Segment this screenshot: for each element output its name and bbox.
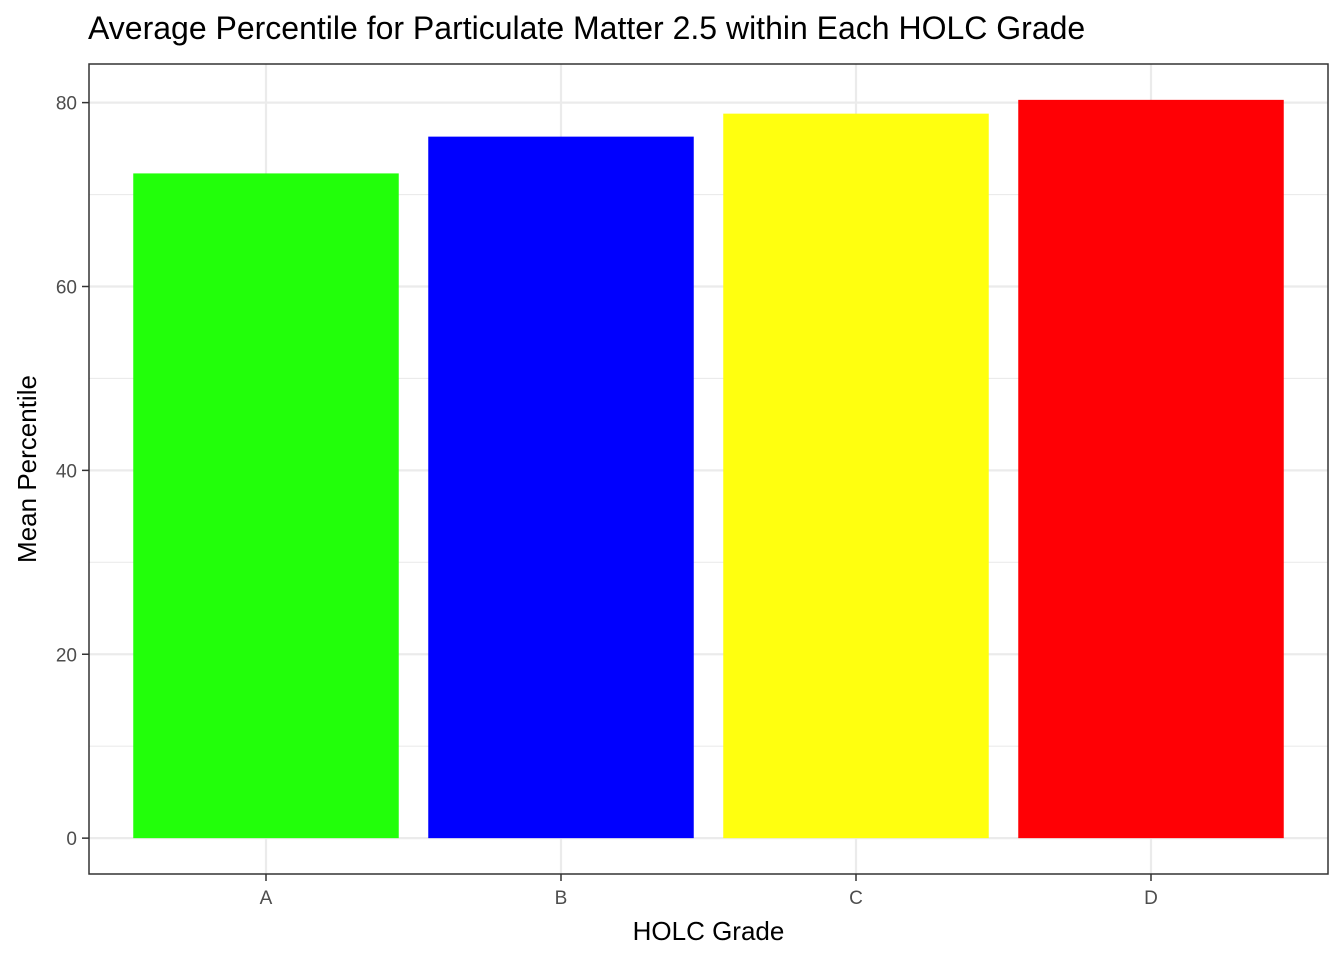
bar-b (428, 136, 694, 839)
bar-d (1018, 99, 1284, 839)
x-tick-label: B (555, 888, 568, 909)
bar-c (723, 113, 989, 839)
y-tick-label: 20 (56, 645, 77, 666)
y-tick-label: 60 (56, 277, 77, 298)
x-tick-label: D (1144, 888, 1158, 909)
x-tick-label: A (260, 888, 273, 909)
plot-panel-border (88, 63, 1329, 875)
y-tick-label: 80 (56, 94, 77, 115)
x-axis-title: HOLC Grade (633, 916, 785, 946)
x-tick-label: C (849, 888, 863, 909)
y-tick-label: 0 (66, 829, 77, 850)
y-axis-title: Mean Percentile (12, 375, 42, 563)
y-tick-label: 40 (56, 461, 77, 482)
bar-a (133, 173, 399, 839)
chart-title: Average Percentile for Particulate Matte… (88, 10, 1085, 46)
bars (133, 99, 1284, 839)
axes: 0 20 40 60 80 A B C D (56, 94, 1158, 909)
